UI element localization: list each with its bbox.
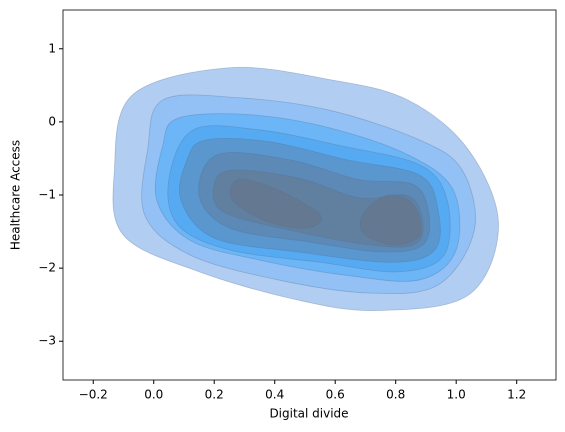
x-axis-label: Digital divide — [269, 407, 348, 421]
x-tick-label: 1.2 — [507, 388, 526, 402]
density-contour — [359, 194, 422, 246]
y-tick-label: 0 — [48, 114, 56, 128]
x-tick-label: 0.0 — [144, 388, 163, 402]
x-tick-label: 0.2 — [205, 388, 224, 402]
y-tick-label: −3 — [38, 334, 56, 348]
plot-frame — [62, 9, 557, 381]
y-tick-label: −2 — [38, 261, 56, 275]
y-tick-label: −1 — [38, 188, 56, 202]
x-tick-label: 0.6 — [326, 388, 345, 402]
density-contour — [229, 178, 322, 229]
x-tick-label: 1.0 — [447, 388, 466, 402]
y-tick-label: 1 — [48, 41, 56, 55]
x-tick-label: 0.8 — [386, 388, 405, 402]
x-tick-label: −0.2 — [79, 388, 108, 402]
y-axis-label: Healthcare Access — [9, 140, 23, 250]
x-tick-label: 0.4 — [265, 388, 284, 402]
